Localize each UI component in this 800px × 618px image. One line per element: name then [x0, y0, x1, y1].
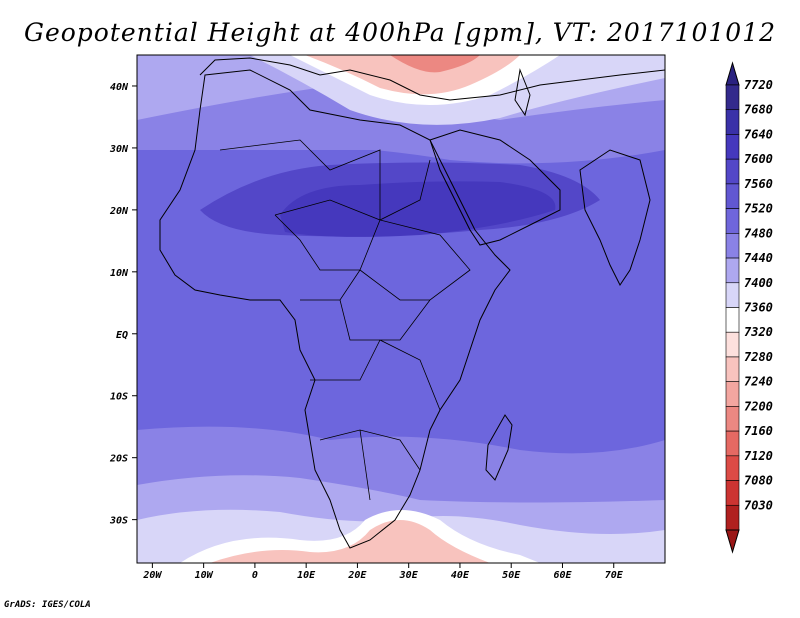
colorbar-bottom-arrow: [725, 529, 740, 554]
colorbar-label: 7720: [744, 78, 773, 92]
colorbar-label: 7280: [744, 350, 773, 364]
arabia-coastline: [429, 129, 561, 246]
colorbar-swatch: [725, 504, 740, 531]
y-tick-label: 20N: [109, 206, 129, 217]
madagascar-coastline: [485, 414, 513, 481]
x-tick-label: 20E: [347, 570, 367, 581]
x-tick-label: 50E: [502, 570, 521, 581]
credit-label: GrADS: IGES/COLA: [4, 600, 91, 610]
colorbar-swatch: [725, 331, 740, 358]
colorbar-swatch: [725, 208, 740, 234]
political-borders: [219, 139, 471, 501]
x-tick-label: 70E: [605, 570, 624, 581]
colorbar-swatch: [725, 183, 740, 209]
field-trough-med-core: [390, 55, 480, 73]
caspian-coastline: [514, 68, 531, 117]
colorbar-label: 7320: [744, 325, 773, 339]
colorbar-label: 7080: [744, 474, 773, 488]
colorbar-swatch: [725, 109, 740, 135]
y-tick-label: 20S: [109, 454, 128, 465]
y-tick-label: 30S: [109, 516, 128, 527]
colorbar-swatch: [725, 282, 740, 308]
colorbar-swatch: [725, 381, 740, 407]
colorbar-label: 7560: [744, 177, 773, 191]
india-coastline: [579, 149, 651, 286]
colorbar-label: 7400: [744, 276, 773, 290]
colorbar-label: 7640: [744, 127, 773, 141]
colorbar-swatch: [725, 480, 740, 506]
colorbar-label: 7240: [744, 375, 773, 389]
y-tick-label: 10S: [110, 392, 128, 403]
y-tick-label: EQ: [116, 330, 128, 341]
africa-coastline: [159, 69, 511, 549]
x-axis: 20W 10W 0 10E 20E 30E 40E 50E 60E 70E: [142, 563, 624, 581]
colorbar-swatch: [725, 134, 740, 160]
height-field: [137, 55, 665, 563]
coastlines: [159, 57, 665, 549]
y-tick-label: 30N: [109, 144, 129, 155]
europe-coastline: [199, 57, 665, 101]
colorbar-label: 7120: [744, 449, 773, 463]
x-tick-label: 10E: [297, 570, 316, 581]
colorbar: 7720 7680 7640 7600 7560 7520 7480 7440 7400 7360…: [725, 61, 773, 554]
colorbar-label: 7160: [744, 424, 773, 438]
colorbar-label: 7680: [744, 103, 773, 117]
colorbar-label: 7200: [744, 399, 773, 413]
y-axis: 40N 30N 20N 10N EQ 10S 20S 30S: [109, 82, 137, 527]
colorbar-label: 7480: [744, 226, 773, 240]
field-ridge-core: [280, 181, 556, 237]
colorbar-swatch: [725, 356, 740, 382]
x-tick-label: 10W: [195, 570, 214, 581]
y-tick-label: 40N: [110, 82, 129, 93]
colorbar-swatch: [725, 430, 740, 457]
colorbar-swatch: [725, 158, 740, 185]
colorbar-swatch: [725, 406, 740, 432]
colorbar-label: 7030: [744, 498, 773, 512]
colorbar-label: 7600: [744, 152, 773, 166]
colorbar-swatch: [725, 84, 740, 111]
colorbar-top-arrow: [725, 61, 740, 86]
colorbar-label: 7360: [744, 301, 773, 315]
map-title: Geopotential Height at 400hPa [gpm], VT:…: [23, 18, 777, 47]
plot-frame: [136, 54, 666, 564]
x-tick-label: 30E: [399, 570, 419, 581]
x-tick-label: 60E: [553, 570, 572, 581]
colorbar-label: 7440: [744, 251, 773, 265]
x-tick-label: 20W: [142, 570, 162, 581]
colorbar-swatch: [725, 233, 740, 259]
y-tick-label: 10N: [110, 268, 129, 279]
field-trough-med: [305, 55, 520, 95]
colorbar-swatch: [725, 257, 740, 284]
x-tick-label: 0: [252, 570, 258, 581]
colorbar-label: 7520: [744, 202, 773, 216]
colorbar-swatch: [725, 307, 740, 333]
field-trough-south: [210, 520, 490, 563]
colorbar-swatch: [725, 455, 740, 481]
x-tick-label: 40E: [451, 570, 470, 581]
